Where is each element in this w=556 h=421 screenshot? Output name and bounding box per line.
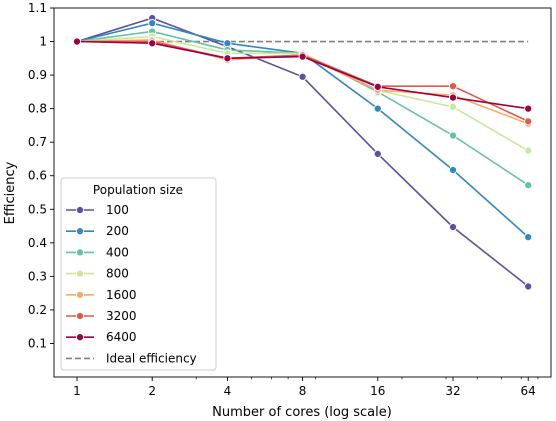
y-tick-label: 0.3 <box>28 269 47 283</box>
legend: Population size 100 200 400 800 1600 3200 6400 I… <box>60 177 217 371</box>
data-point-200-16 <box>373 104 382 113</box>
data-point-6400-2 <box>148 39 157 48</box>
y-tick-label: 0.5 <box>28 202 47 216</box>
data-point-100-16 <box>373 149 382 158</box>
legend-marker-800 <box>75 269 85 278</box>
legend-label-200: 200 <box>106 224 129 238</box>
data-point-3200-64 <box>524 117 533 126</box>
data-point-400-64 <box>524 181 533 190</box>
y-axis-label: Efficiency <box>3 161 18 224</box>
plot-area <box>72 14 533 291</box>
data-point-200-4 <box>223 39 232 48</box>
data-point-6400-1 <box>72 37 82 46</box>
legend-label-3200: 3200 <box>106 309 137 323</box>
y-tick-label: 0.8 <box>28 102 47 116</box>
data-point-6400-64 <box>524 104 533 113</box>
legend-box <box>60 177 217 371</box>
legend-marker-400 <box>75 248 85 257</box>
legend-marker-200 <box>75 227 85 236</box>
y-tick-label: 1 <box>39 35 47 49</box>
data-point-400-32 <box>448 131 458 140</box>
data-point-100-8 <box>298 72 307 81</box>
y-tick-label: 0.6 <box>28 169 47 183</box>
x-tick-label: 64 <box>521 384 536 398</box>
legend-marker-100 <box>75 205 85 215</box>
y-tick-label: 1.1 <box>28 1 47 15</box>
x-tick-label: 2 <box>148 384 156 398</box>
legend-label-ideal: Ideal efficiency <box>106 351 197 365</box>
legend-label-6400: 6400 <box>106 330 137 344</box>
data-point-200-64 <box>524 233 533 242</box>
y-tick-label: 0.1 <box>28 336 47 350</box>
y-tick-label: 0.2 <box>28 303 47 317</box>
x-tick-label: 8 <box>299 384 307 398</box>
data-point-800-64 <box>524 146 533 155</box>
legend-label-100: 100 <box>106 203 129 217</box>
legend-label-800: 800 <box>106 267 129 281</box>
legend-marker-6400 <box>75 333 85 342</box>
data-point-6400-32 <box>448 93 458 102</box>
legend-label-400: 400 <box>106 245 129 259</box>
data-point-6400-8 <box>298 52 307 61</box>
data-point-100-64 <box>524 282 533 291</box>
data-point-6400-16 <box>373 82 382 91</box>
legend-label-1600: 1600 <box>106 288 137 302</box>
x-tick-label: 4 <box>224 384 232 398</box>
axes: 0.1 0.2 0.3 0.4 0.5 0.6 0.7 0.8 0.9 1 1.1 1 2 4 8 16 32 6… <box>28 1 552 398</box>
legend-marker-1600 <box>75 290 85 299</box>
x-tick-label: 32 <box>445 384 460 398</box>
data-point-200-2 <box>148 19 157 28</box>
x-axis-label: Number of cores (log scale) <box>212 405 392 420</box>
data-point-3200-32 <box>448 82 458 91</box>
legend-marker-3200 <box>75 311 85 321</box>
y-tick-label: 0.7 <box>28 135 47 149</box>
data-point-6400-4 <box>223 54 232 63</box>
data-point-200-32 <box>448 165 458 175</box>
y-tick-label: 0.9 <box>28 68 47 82</box>
x-tick-label: 16 <box>370 384 385 398</box>
legend-title: Population size <box>93 183 183 197</box>
x-tick-label: 1 <box>73 384 81 398</box>
data-point-800-32 <box>448 102 458 112</box>
data-point-100-32 <box>448 223 458 232</box>
y-tick-label: 0.4 <box>28 236 47 250</box>
